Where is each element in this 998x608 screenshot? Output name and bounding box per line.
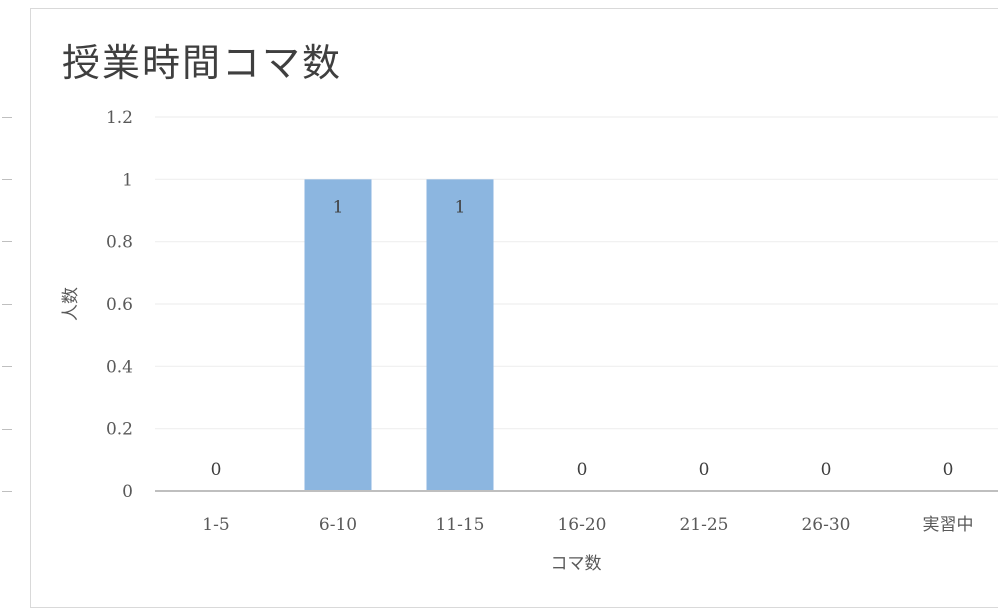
y-axis-title: 人数 [61,287,81,321]
bar-6-10 [304,179,372,492]
x-axis-title: コマ数 [551,554,602,574]
x-tick-label: 実習中 [923,515,974,535]
x-tick-label: 6-10 [319,515,357,535]
data-label: 0 [821,460,832,480]
labels: 0 0.2 0.4 0.6 0.8 1 1.2 0 1-5 1 6-10 1 11-15 0 16-20 0 2… [106,108,974,535]
data-label: 0 [943,460,954,480]
data-label: 1 [333,197,344,217]
y-tick-label: 0.8 [106,233,133,253]
grid-lines [155,116,998,430]
left-edge-ticks [0,0,14,602]
bar-11-15 [426,179,494,492]
y-tick-label: 1 [122,170,133,190]
chart-title: 授業時間コマ数 [62,41,342,85]
data-label: 1 [455,197,466,217]
bars [304,179,494,492]
x-tick-label: 16-20 [557,515,606,535]
y-tick-label: 0 [122,482,133,502]
x-tick-label: 1-5 [202,515,229,535]
data-label: 0 [211,460,222,480]
data-label: 0 [577,460,588,480]
x-tick-label: 26-30 [801,515,850,535]
data-label: 0 [699,460,710,480]
y-tick-label: 0.6 [106,295,133,315]
chart-frame [30,8,998,608]
x-tick-label: 11-15 [435,515,484,535]
y-tick-label: 0.4 [106,357,133,377]
x-tick-label: 21-25 [679,515,728,535]
y-tick-label: 0.2 [106,420,133,440]
y-tick-label: 1.2 [106,108,133,128]
